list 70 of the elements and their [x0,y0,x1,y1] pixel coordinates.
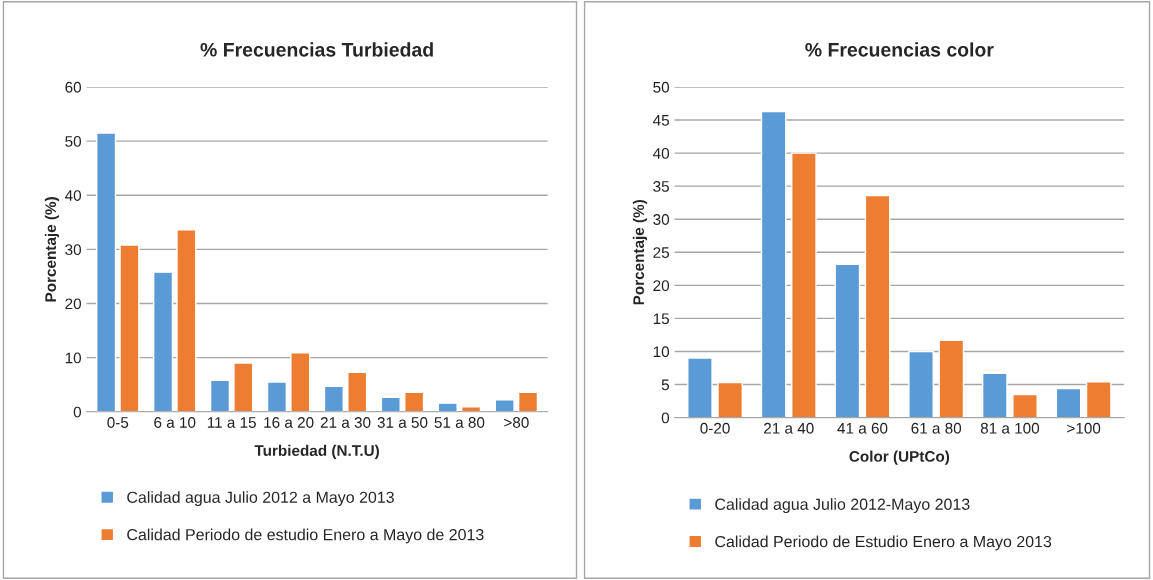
y-axis-title: Porcentaje (%) [44,197,60,302]
y-tick-label: 10 [65,352,82,364]
x-tick-label: 6 a 10 [154,417,196,428]
y-tick-label: 30 [653,214,670,225]
bar [1055,387,1082,418]
legend-label: Calidad agua Julio 2012 a Mayo 2013 [127,491,394,507]
legend-label: Calidad agua Julio 2012-Mayo 2013 [715,498,970,514]
x-tick-label: 31 a 50 [377,417,428,428]
bar [1012,393,1038,418]
bar [908,350,934,418]
y-tick-label: 5 [661,379,669,391]
y-tick-label: 35 [653,181,670,192]
y-tick-label: 50 [65,136,82,147]
x-tick-label: 81 a 100 [980,422,1040,434]
y-tick-label: 15 [653,313,670,325]
x-axis-title: Turbiedad (N.T.U) [254,444,379,460]
bar [290,352,311,412]
bar [266,381,288,412]
bar [209,379,231,412]
y-tick-label: 30 [65,244,82,256]
bar [517,391,539,412]
bar [834,263,861,418]
x-tick-label: 21 a 30 [320,417,371,428]
bar [96,132,117,412]
bar [404,391,425,412]
bar [152,271,174,412]
x-tick-label: 16 a 20 [264,417,314,428]
x-tick-label: 61 a 80 [911,422,962,434]
bar [717,381,744,418]
y-tick-label: 40 [653,147,670,159]
x-tick-label: 21 a 40 [764,422,814,434]
y-tick-label: 50 [653,81,670,93]
bar [864,194,891,418]
legend-label: Calidad Periodo de Estudio Enero a Mayo 2013 [715,535,1052,551]
bar [233,362,254,412]
bar [791,152,817,418]
bar [437,402,458,412]
x-tick-label: 0-20 [700,422,730,434]
chart-title: % Frecuencias color [805,42,994,57]
x-tick-label: 0-5 [107,417,129,428]
y-tick-label: 0 [73,406,82,418]
y-tick-label: 0 [661,412,670,424]
bar [461,406,482,412]
legend-label: Calidad Periodo de estudio Enero a Mayo de 2013 [127,528,484,544]
x-tick-label: >80 [504,417,529,428]
bar [380,396,401,412]
y-tick-label: 25 [653,247,670,258]
y-tick-label: 40 [64,190,82,201]
y-tick-label: 20 [653,280,670,292]
bar [687,357,713,418]
bar [347,371,368,412]
bar [323,385,344,412]
x-tick-label: 41 a 60 [837,422,888,434]
bar [760,110,787,418]
y-axis-title: Porcentaje (%) [632,200,648,305]
y-tick-label: 10 [653,346,670,358]
y-tick-label: 45 [653,115,670,126]
x-tick-label: 11 a 15 [207,417,256,428]
x-tick-label: 51 a 80 [434,417,485,428]
x-axis-title: Color (UPtCo) [849,450,950,465]
bar [119,244,140,412]
bar [1085,381,1112,418]
y-tick-label: 20 [65,298,82,310]
x-tick-label: >100 [1067,422,1101,434]
y-tick-label: 60 [65,81,82,93]
chart-title: % Frecuencias Turbiedad [200,42,433,57]
bar [981,372,1008,418]
bar [494,399,515,412]
bar [938,339,965,418]
bar [176,229,197,412]
